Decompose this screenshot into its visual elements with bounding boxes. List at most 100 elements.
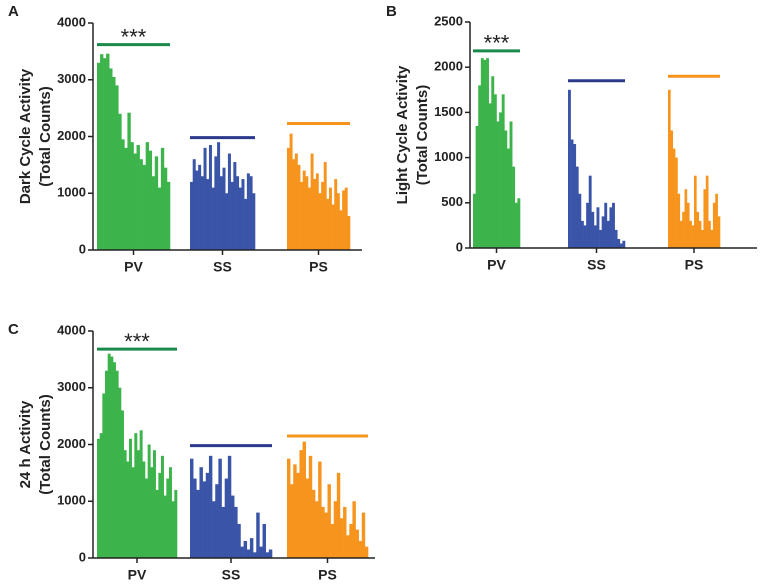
bar [578,193,582,248]
bar [246,173,250,250]
y-tick-label: 1000 [57,185,86,200]
bar [256,512,260,558]
bar [300,181,304,250]
bar [705,175,709,248]
bar [715,193,718,248]
bar [293,464,297,558]
bar [234,506,238,558]
x-tick-label: SS [587,257,606,273]
bar [241,179,245,250]
bar [227,153,231,250]
bar [308,187,311,250]
bar [166,478,170,558]
bar [708,220,711,248]
annotation: *** [124,329,150,354]
bar [342,190,346,250]
y-tick-label: 3000 [57,379,86,394]
bar [131,467,135,558]
panel-label: C [8,321,19,338]
bar [217,142,221,250]
bar [318,193,322,250]
bar [336,193,340,250]
bar [227,455,232,558]
bar [224,478,229,558]
bar [480,58,484,248]
bar [622,240,626,248]
bar [475,125,479,248]
bar [333,501,338,558]
bar [588,175,592,248]
bar [169,467,172,558]
y-tick-label: 2000 [434,59,463,74]
x-tick-label: PS [309,259,328,275]
bar [230,181,234,250]
bar [287,147,290,250]
bar [145,478,148,558]
bar [352,501,356,558]
bar [346,535,350,558]
bar [496,121,500,248]
bar [246,549,251,558]
bar [97,438,100,558]
x-tick-label: PV [124,259,143,275]
bar [133,153,137,250]
bar [139,159,143,250]
bar [614,229,618,248]
bar [193,478,197,558]
y-tick-label: 1500 [434,104,463,119]
bar [682,211,685,248]
y-tick-label: 0 [456,239,463,254]
bar [361,512,366,558]
bar [596,207,600,248]
bar [703,189,707,248]
bar [609,207,613,248]
bar [694,175,697,248]
y-tick-label: 2500 [434,13,463,28]
bar [160,147,165,250]
bar [268,549,273,558]
bar [192,159,196,250]
y-tick-label: 1000 [434,149,463,164]
bar [672,148,676,248]
bar [355,529,359,558]
bar [240,546,244,558]
panel-label: A [8,3,19,20]
bar [195,170,199,250]
bar [478,85,482,248]
bar [129,438,132,558]
bar [249,176,253,250]
bar [166,181,171,250]
bar [308,455,313,558]
bar [297,164,301,250]
y-tick-label: 2000 [57,436,86,451]
bar [313,179,317,250]
bar [339,210,343,250]
bar [244,198,248,250]
bar [218,458,222,558]
bar [121,410,124,558]
y-axis-label: (Total Counts) [414,85,431,186]
bar [237,523,241,558]
x-tick-label: SS [213,259,232,275]
bar [514,202,518,248]
bar [238,187,242,250]
bar [591,211,595,248]
x-tick-label: SS [222,567,241,583]
bar [580,220,584,248]
bar [483,59,487,248]
y-tick-label: 2000 [57,128,86,143]
y-axis-label: (Total Counts) [37,394,54,495]
bar [686,202,690,248]
bar [214,156,218,250]
y-tick-label: 4000 [57,14,86,29]
bar [110,356,114,558]
bar [142,164,146,250]
bar [147,444,151,558]
bar [137,450,140,558]
bar [113,362,116,558]
bar [302,441,306,558]
bar [202,481,207,558]
bar [331,204,335,250]
bar [292,159,296,250]
bar [163,167,168,250]
